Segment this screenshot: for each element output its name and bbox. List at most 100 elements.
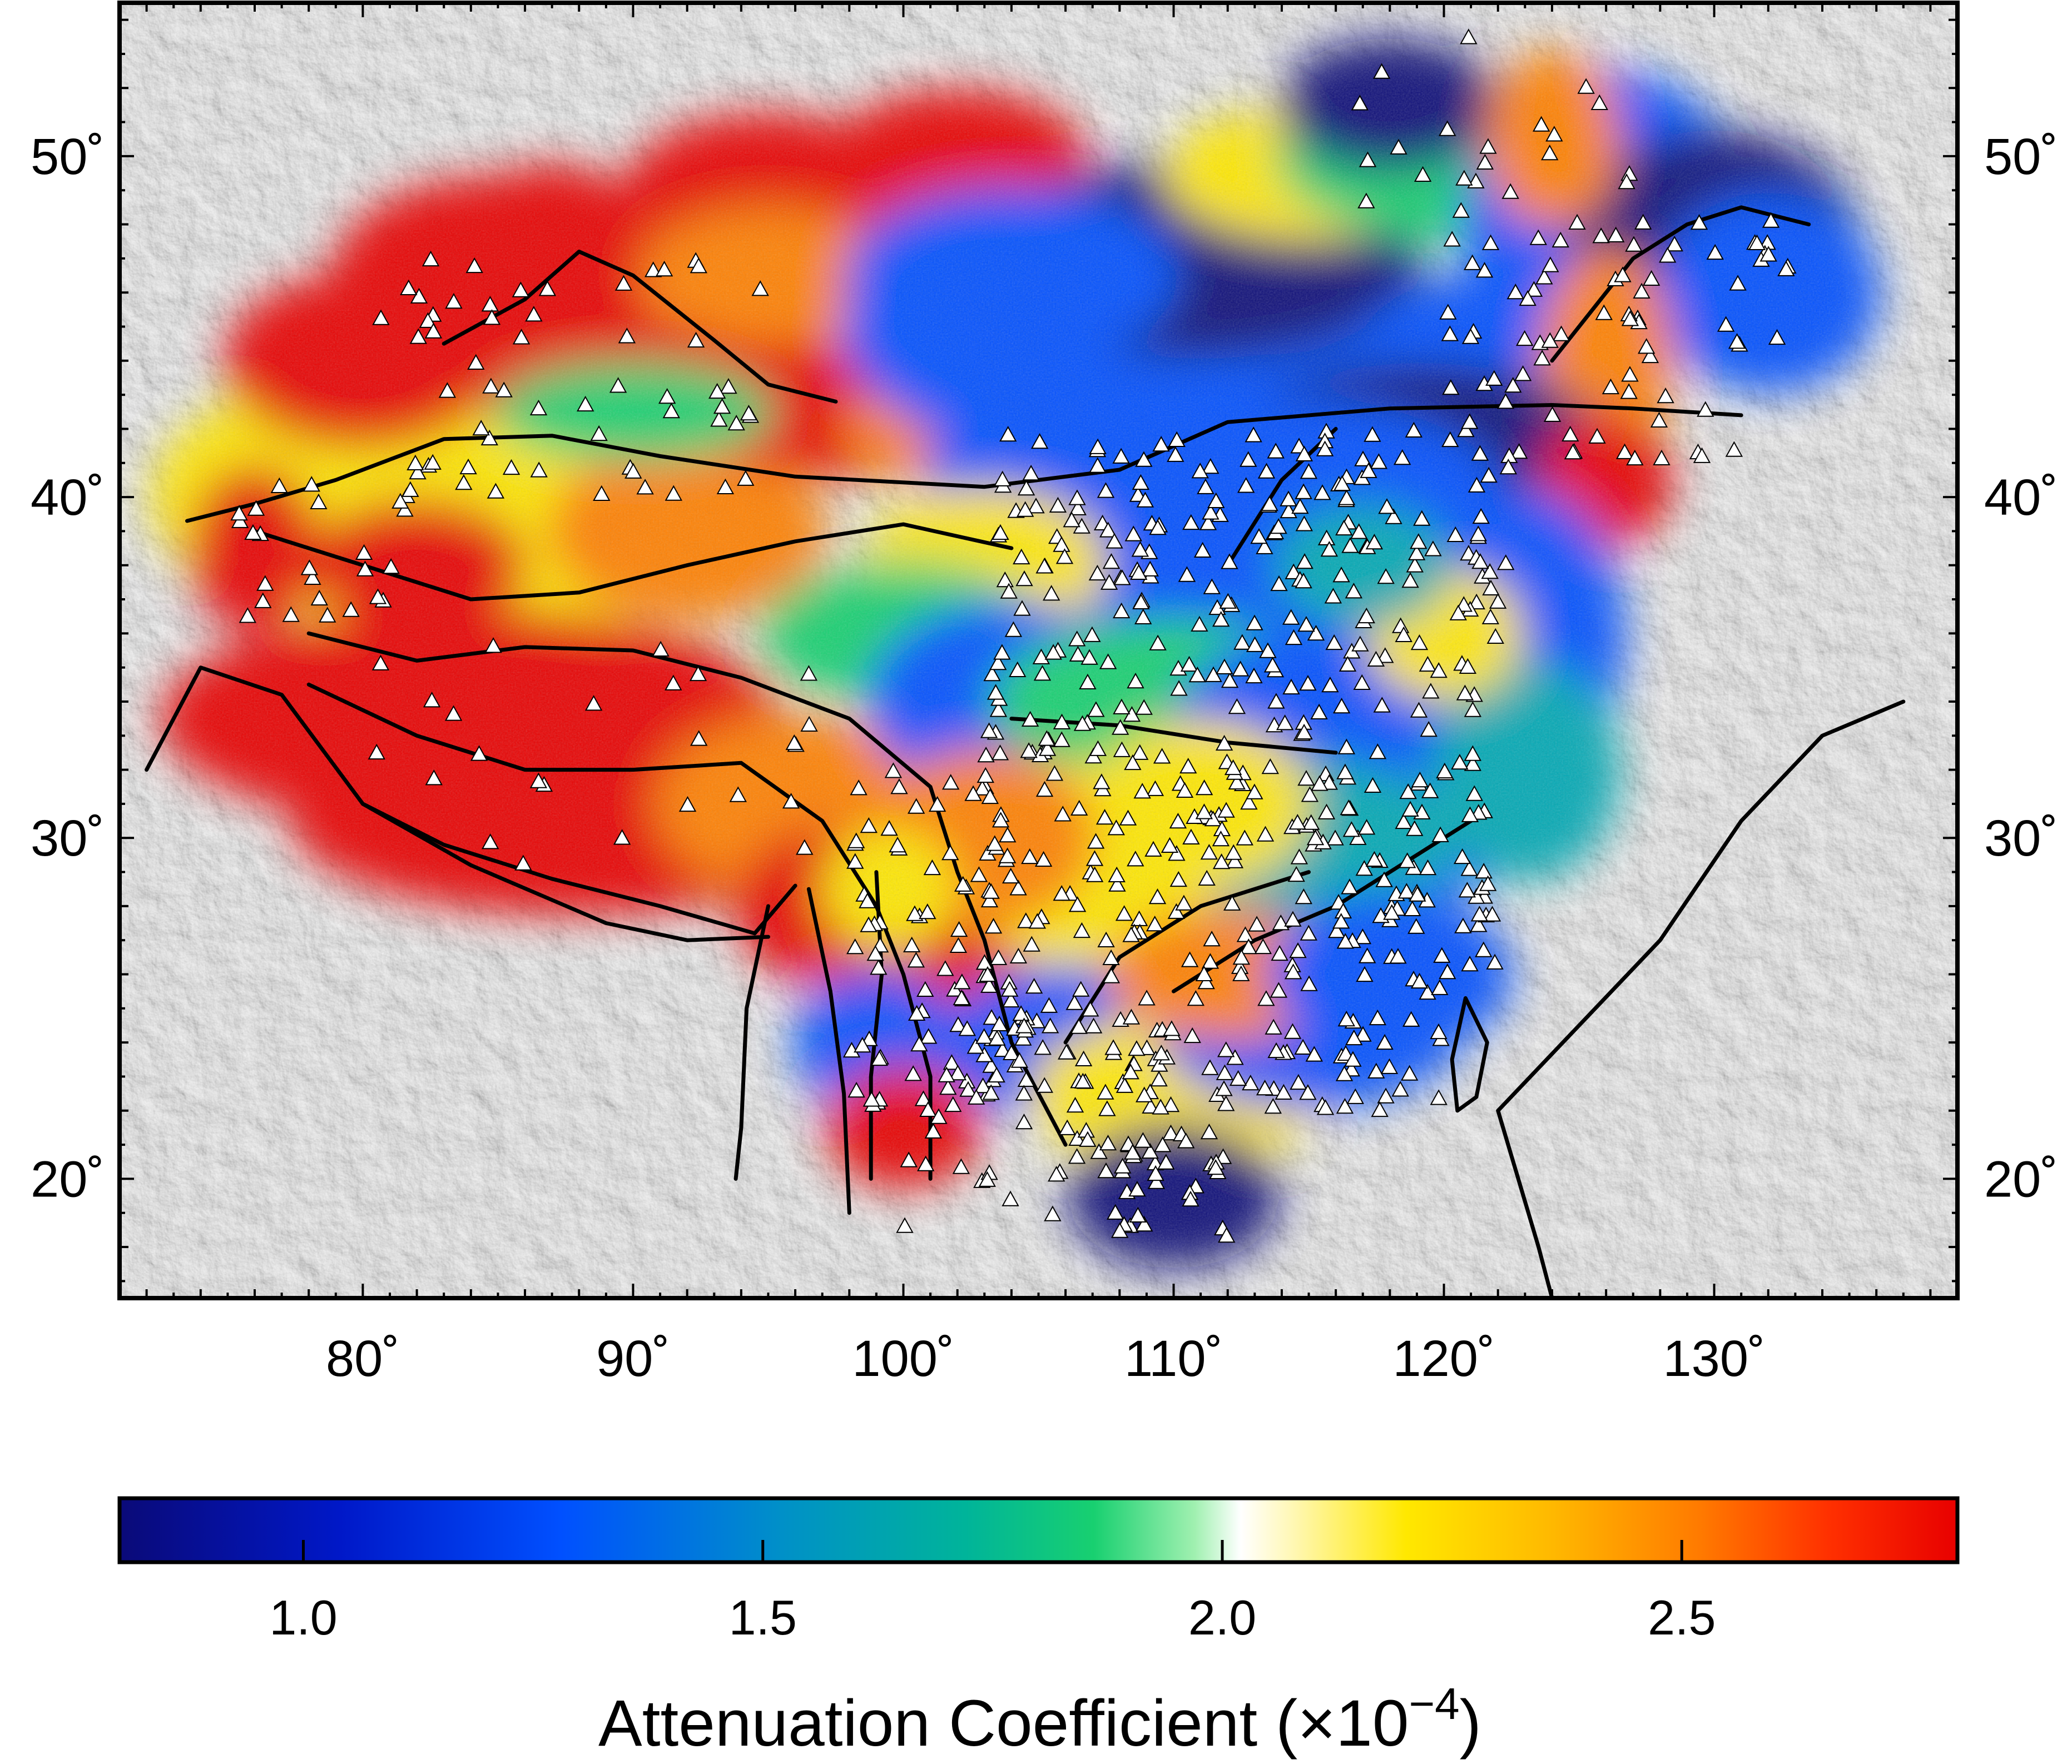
station-triangle	[1122, 1008, 1141, 1025]
station-triangle	[729, 786, 747, 802]
station-triangle	[1486, 628, 1504, 644]
station-triangle	[1048, 1166, 1065, 1182]
station-triangle	[1025, 978, 1043, 994]
station-triangle	[870, 959, 888, 975]
station-triangle	[1178, 566, 1196, 582]
longitude-tick-label: 90˚	[596, 1330, 670, 1387]
station-triangle	[1150, 1071, 1168, 1087]
station-triangle	[1203, 578, 1221, 594]
station-triangle	[254, 592, 272, 608]
station-triangle	[1146, 780, 1164, 796]
station-triangle	[1469, 525, 1487, 541]
station-triangle	[1010, 1052, 1029, 1068]
station-triangle	[1346, 1088, 1364, 1104]
station-triangle	[1390, 138, 1407, 155]
station-triangle	[1182, 1190, 1199, 1207]
station-triangle	[1069, 499, 1087, 515]
station-triangle	[1089, 457, 1107, 473]
station-triangle	[1525, 281, 1543, 297]
station-triangle	[1270, 982, 1288, 998]
station-triangle	[1602, 378, 1620, 395]
station-triangle	[470, 745, 488, 761]
station-triangle	[982, 883, 1000, 899]
station-triangle	[1135, 1215, 1153, 1232]
boundary-line	[1496, 1109, 1554, 1298]
station-triangle	[1221, 553, 1238, 569]
station-triangle	[1419, 983, 1436, 1000]
station-triangle	[1633, 282, 1650, 299]
station-triangle	[1317, 803, 1336, 819]
station-triangle	[900, 1151, 918, 1167]
station-triangle	[1342, 821, 1361, 837]
station-triangle	[1132, 593, 1150, 609]
station-triangle	[1099, 1135, 1117, 1151]
station-triangle	[988, 1066, 1005, 1083]
boundary-line	[806, 887, 851, 1215]
station-triangle	[1035, 781, 1054, 797]
station-triangle	[1068, 489, 1086, 505]
station-triangle	[1038, 740, 1057, 756]
station-triangle	[1376, 1033, 1394, 1050]
station-triangle	[482, 833, 499, 849]
station-triangle	[230, 504, 248, 521]
station-triangle	[983, 665, 1001, 682]
station-triangle	[1693, 447, 1711, 463]
station-triangle	[954, 876, 972, 892]
station-triangle	[1212, 611, 1230, 627]
station-triangle	[981, 788, 999, 804]
station-triangle	[502, 459, 521, 475]
station-triangle	[687, 331, 705, 348]
station-triangle	[1014, 1030, 1032, 1046]
station-triangle	[1175, 895, 1193, 911]
station-triangle	[1481, 563, 1499, 579]
station-triangle	[1588, 428, 1606, 444]
station-triangle	[465, 257, 483, 274]
station-triangle	[1261, 758, 1279, 774]
station-triangle	[928, 796, 946, 812]
station-triangle	[445, 292, 463, 309]
station-triangle	[1257, 463, 1276, 479]
station-triangle	[1176, 782, 1194, 798]
station-triangle	[1471, 553, 1489, 569]
station-triangle	[949, 1016, 967, 1032]
station-triangle	[1138, 990, 1156, 1006]
station-triangle	[1240, 793, 1258, 810]
station-triangle	[624, 463, 642, 479]
station-triangle	[919, 1101, 937, 1117]
station-triangle	[1310, 703, 1328, 719]
station-triangle	[1023, 936, 1040, 952]
station-triangle	[1305, 1046, 1323, 1062]
station-triangle	[1320, 540, 1339, 557]
station-triangle	[1131, 744, 1149, 760]
station-triangle	[846, 938, 864, 955]
station-triangle	[1183, 1027, 1201, 1044]
station-triangle	[1289, 942, 1307, 958]
station-triangle	[949, 937, 968, 953]
station-triangle	[1441, 431, 1459, 448]
station-triangle	[953, 973, 971, 990]
station-triangle	[1431, 826, 1449, 842]
station-triangle	[1391, 1081, 1409, 1097]
station-triangle	[1021, 848, 1039, 864]
station-triangle	[1431, 979, 1449, 995]
station-triangle	[1499, 458, 1518, 475]
station-triangle	[1107, 1204, 1124, 1220]
station-triangle	[1475, 863, 1493, 879]
station-triangle	[1035, 1077, 1053, 1093]
station-triangle	[424, 322, 443, 339]
station-triangle	[372, 309, 390, 325]
station-triangle	[1389, 948, 1407, 964]
station-triangle	[1040, 997, 1058, 1013]
longitude-tick-label: 130˚	[1663, 1330, 1766, 1387]
station-triangle	[1337, 1010, 1355, 1027]
station-triangle	[356, 560, 374, 577]
station-triangle	[710, 411, 728, 427]
station-triangle	[1168, 845, 1186, 861]
station-triangle	[1516, 330, 1534, 346]
station-triangle	[908, 798, 925, 814]
station-triangle	[1236, 829, 1253, 846]
longitude-tick-label: 100˚	[852, 1330, 954, 1387]
station-triangle	[484, 637, 502, 653]
station-triangle	[1282, 678, 1300, 695]
